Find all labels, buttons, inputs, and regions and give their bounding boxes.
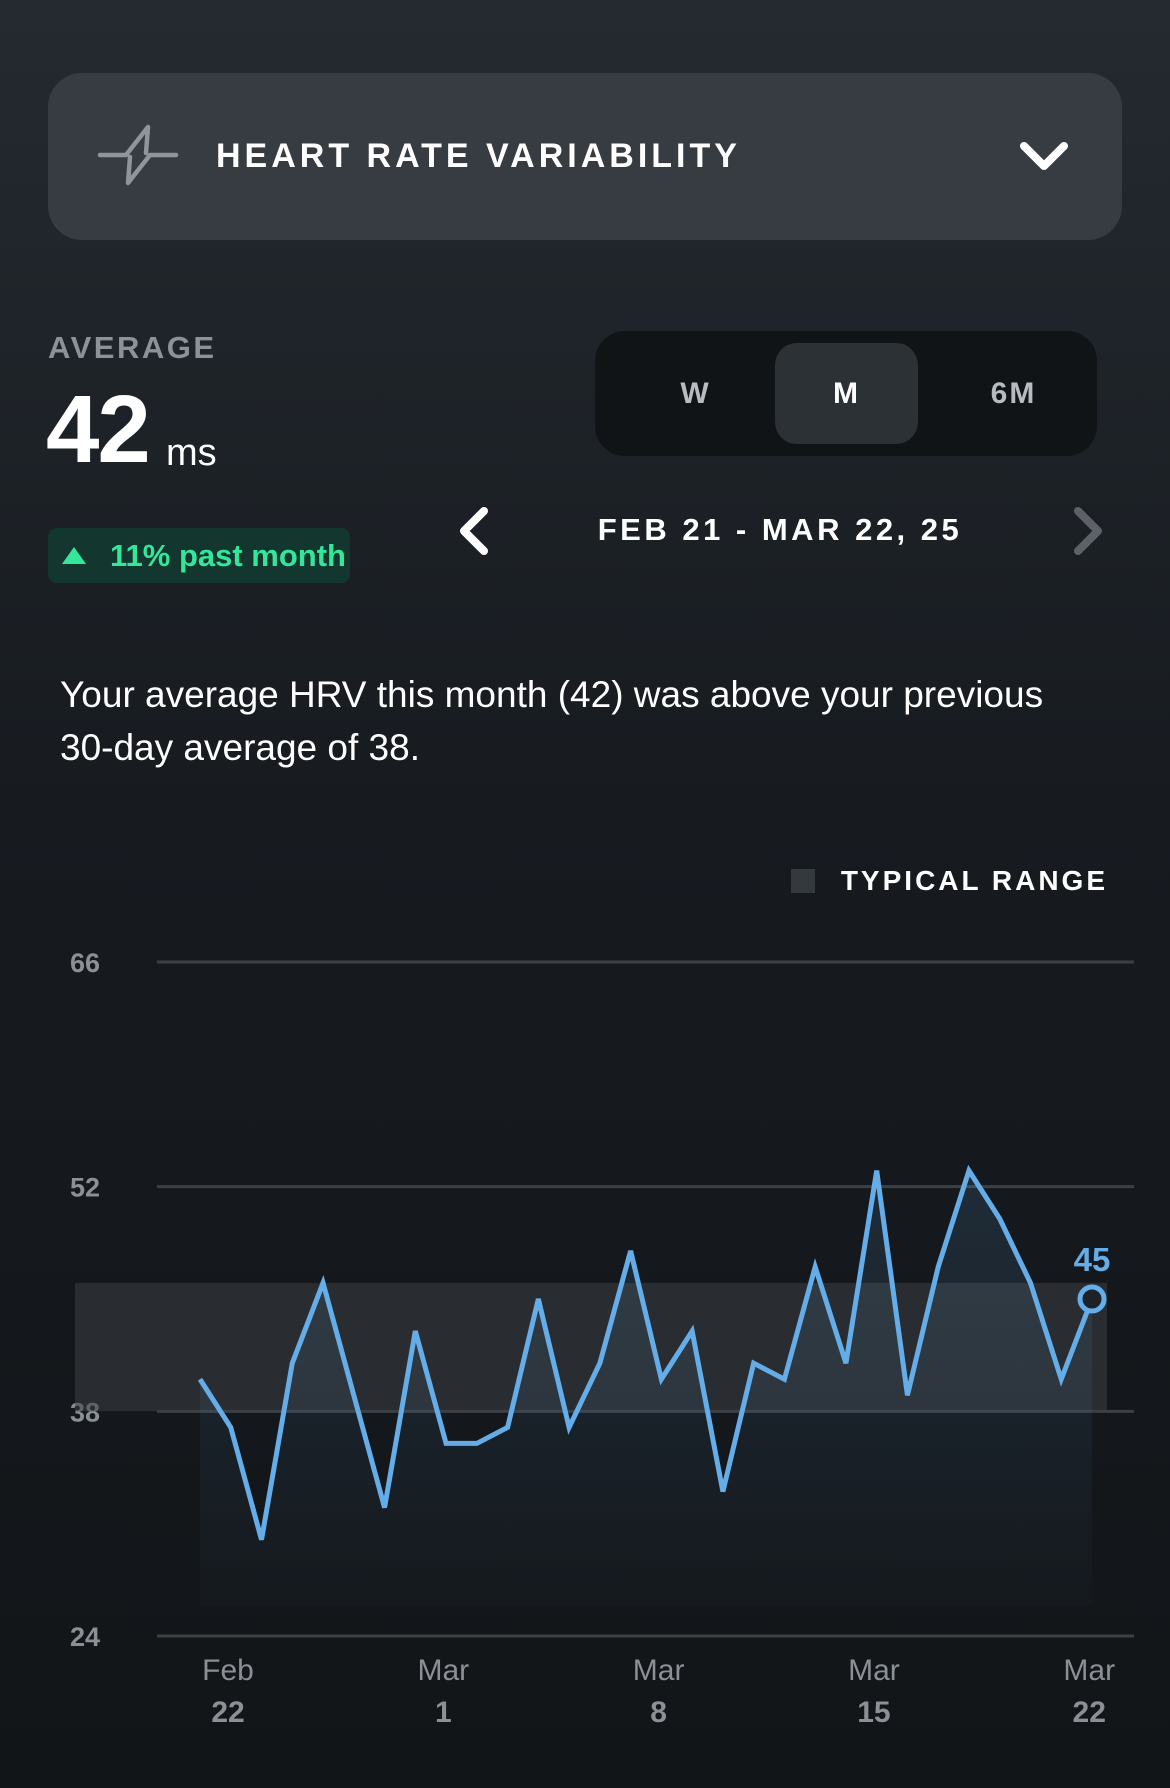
trend-badge: 11% past month (48, 528, 350, 583)
average-value: 42 (46, 376, 151, 483)
y-tick-label: 24 (70, 1622, 100, 1652)
metric-selector[interactable]: HEART RATE VARIABILITY (48, 73, 1122, 240)
x-tick-day: 8 (650, 1696, 667, 1729)
metric-title: HEART RATE VARIABILITY (216, 137, 741, 175)
hrv-pulse-icon (97, 124, 179, 186)
last-data-point[interactable] (1077, 1284, 1107, 1314)
trend-up-icon (62, 547, 86, 564)
typical-range-swatch (790, 869, 815, 893)
legend-label: TYPICAL RANGE (840, 865, 1108, 896)
period-button-month[interactable]: M (775, 343, 918, 444)
average-label: AVERAGE (48, 330, 217, 365)
chevron-down-icon[interactable] (1016, 129, 1072, 185)
x-tick-day: 15 (857, 1696, 890, 1729)
x-tick-month: Mar (848, 1654, 900, 1687)
period-selector: W M 6M (595, 331, 1097, 456)
x-tick-day: 1 (435, 1696, 452, 1729)
y-tick-label: 66 (70, 948, 100, 978)
series-line (197, 1164, 1095, 1541)
x-tick-month: Mar (1063, 1654, 1115, 1687)
x-tick-month: Mar (417, 1654, 469, 1687)
chart-legend: TYPICAL RANGE (790, 865, 1108, 896)
y-tick-label: 52 (70, 1173, 100, 1203)
chevron-left-icon[interactable] (452, 505, 496, 557)
period-button-6-months[interactable]: 6M (990, 377, 1037, 410)
x-tick-day: 22 (1073, 1696, 1106, 1729)
average-unit: ms (166, 432, 217, 474)
series-area (200, 1170, 1092, 1606)
x-tick-day: 22 (211, 1696, 244, 1729)
date-range-label: FEB 21 - MAR 22, 25 (597, 512, 963, 547)
last-value-label: 45 (1074, 1241, 1111, 1278)
x-tick-month: Feb (202, 1654, 254, 1687)
x-tick-month: Mar (633, 1654, 685, 1687)
trend-text: 11% past month (110, 538, 346, 573)
summary-text: Your average HRV this month (42) was abo… (60, 674, 1044, 768)
chevron-right-icon[interactable] (1066, 505, 1110, 557)
period-button-week[interactable]: W (680, 377, 711, 410)
